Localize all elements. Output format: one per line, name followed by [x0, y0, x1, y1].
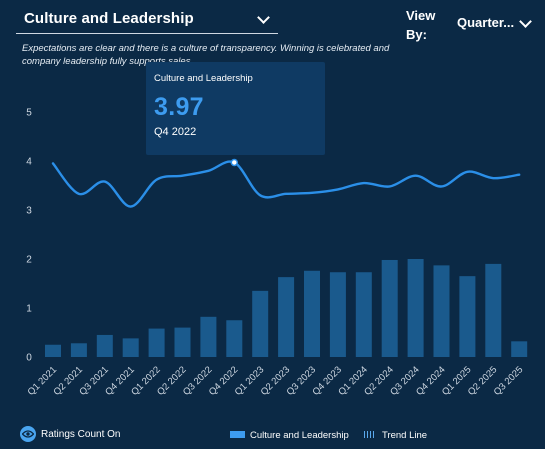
legend-trend-swatch: [364, 431, 376, 438]
legend-series-swatch: [230, 431, 245, 438]
bar-q4-2023[interactable]: [329, 272, 346, 357]
y-tick-label: 2: [26, 255, 32, 266]
ratings-count-label: Ratings Count On: [41, 429, 121, 440]
bar-q2-2022[interactable]: [174, 327, 191, 357]
bar-q1-2025[interactable]: [459, 276, 476, 357]
bar-q1-2023[interactable]: [252, 290, 269, 357]
y-tick-label: 3: [26, 206, 32, 217]
metric-dropdown[interactable]: Culture and Leadership: [16, 4, 278, 34]
view-by-label: View By:: [406, 8, 436, 42]
metric-description: Expectations are clear and there is a cu…: [22, 43, 390, 67]
tooltip-period: Q4 2022: [154, 126, 197, 138]
culture-leadership-line: [51, 160, 521, 208]
period-dropdown[interactable]: Quarter...: [452, 10, 536, 36]
x-tick-label: Q3 2025: [492, 364, 526, 398]
bar-q2-2021[interactable]: [70, 343, 87, 357]
bar-q3-2022[interactable]: [200, 316, 217, 357]
tooltip-value: 3.97: [154, 93, 204, 121]
bar-q1-2024[interactable]: [355, 272, 372, 357]
tooltip-metric: Culture and Leadership: [154, 73, 253, 84]
bar-q4-2022[interactable]: [226, 320, 243, 357]
y-tick-label: 4: [26, 157, 32, 168]
legend-trend-label: Trend Line: [382, 430, 428, 441]
bar-q3-2025[interactable]: [511, 341, 528, 357]
bar-q2-2024[interactable]: [381, 259, 398, 357]
bar-q4-2024[interactable]: [433, 265, 450, 357]
bar-q1-2021[interactable]: [45, 344, 61, 357]
metric-dropdown-label: Culture and Leadership: [24, 10, 194, 27]
bar-q3-2021[interactable]: [96, 334, 113, 357]
bar-q1-2022[interactable]: [148, 328, 165, 357]
y-tick-label: 5: [26, 108, 32, 119]
eye-icon: [20, 426, 36, 442]
y-tick-label: 0: [26, 353, 32, 364]
period-dropdown-label: Quarter...: [457, 15, 515, 30]
bar-q2-2025[interactable]: [485, 263, 502, 357]
bar-q3-2024[interactable]: [407, 259, 424, 357]
chart-tooltip: Culture and Leadership 3.97 Q4 2022: [146, 62, 325, 155]
highlight-point: [230, 158, 239, 167]
bar-q4-2021[interactable]: [122, 338, 139, 357]
bar-q3-2023[interactable]: [304, 270, 320, 357]
y-tick-label: 1: [26, 304, 32, 315]
bar-q2-2023[interactable]: [278, 277, 295, 357]
legend-series-label: Culture and Leadership: [250, 430, 349, 441]
